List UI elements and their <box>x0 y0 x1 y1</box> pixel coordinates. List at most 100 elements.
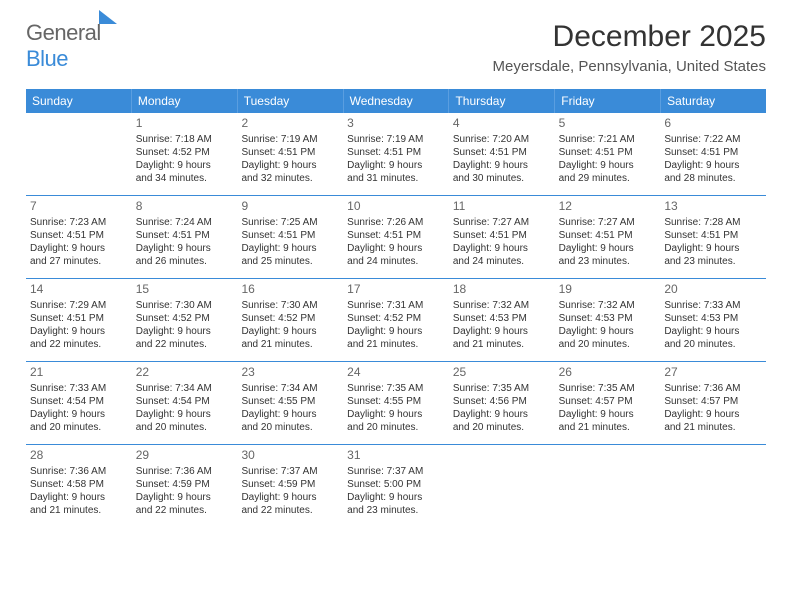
sunrise-line: Sunrise: 7:34 AM <box>241 382 339 395</box>
sunset-line: Sunset: 4:54 PM <box>136 395 234 408</box>
daylight-line2: and 20 minutes. <box>347 421 445 434</box>
location-subtitle: Meyersdale, Pennsylvania, United States <box>493 58 766 75</box>
day-number: 3 <box>347 116 445 132</box>
daylight-line1: Daylight: 9 hours <box>30 325 128 338</box>
daylight-line2: and 24 minutes. <box>347 255 445 268</box>
sunrise-line: Sunrise: 7:25 AM <box>241 216 339 229</box>
dow-thursday: Thursday <box>449 89 555 113</box>
daylight-line2: and 29 minutes. <box>559 172 657 185</box>
day-number: 29 <box>136 448 234 464</box>
daylight-line2: and 21 minutes. <box>664 421 762 434</box>
day-cell: 22Sunrise: 7:34 AMSunset: 4:54 PMDayligh… <box>132 362 238 444</box>
day-number: 14 <box>30 282 128 298</box>
sunrise-line: Sunrise: 7:35 AM <box>559 382 657 395</box>
day-cell: 10Sunrise: 7:26 AMSunset: 4:51 PMDayligh… <box>343 196 449 278</box>
sunrise-line: Sunrise: 7:35 AM <box>347 382 445 395</box>
day-number: 1 <box>136 116 234 132</box>
daylight-line1: Daylight: 9 hours <box>453 242 551 255</box>
sunrise-line: Sunrise: 7:35 AM <box>453 382 551 395</box>
sunrise-line: Sunrise: 7:31 AM <box>347 299 445 312</box>
daylight-line2: and 21 minutes. <box>30 504 128 517</box>
daylight-line2: and 22 minutes. <box>241 504 339 517</box>
day-cell: 1Sunrise: 7:18 AMSunset: 4:52 PMDaylight… <box>132 113 238 195</box>
brand-text: GeneralBlue <box>26 20 117 72</box>
day-number: 7 <box>30 199 128 215</box>
daylight-line1: Daylight: 9 hours <box>664 159 762 172</box>
sunset-line: Sunset: 5:00 PM <box>347 478 445 491</box>
daylight-line2: and 20 minutes. <box>30 421 128 434</box>
day-cell: 25Sunrise: 7:35 AMSunset: 4:56 PMDayligh… <box>449 362 555 444</box>
day-cell: 3Sunrise: 7:19 AMSunset: 4:51 PMDaylight… <box>343 113 449 195</box>
sunset-line: Sunset: 4:57 PM <box>664 395 762 408</box>
sunset-line: Sunset: 4:51 PM <box>241 146 339 159</box>
sunset-line: Sunset: 4:51 PM <box>453 229 551 242</box>
day-number: 24 <box>347 365 445 381</box>
daylight-line2: and 30 minutes. <box>453 172 551 185</box>
sunset-line: Sunset: 4:58 PM <box>30 478 128 491</box>
day-number: 28 <box>30 448 128 464</box>
daylight-line2: and 20 minutes. <box>136 421 234 434</box>
day-cell: 17Sunrise: 7:31 AMSunset: 4:52 PMDayligh… <box>343 279 449 361</box>
empty-cell <box>660 445 766 527</box>
day-cell: 28Sunrise: 7:36 AMSunset: 4:58 PMDayligh… <box>26 445 132 527</box>
daylight-line1: Daylight: 9 hours <box>136 325 234 338</box>
day-number: 26 <box>559 365 657 381</box>
sunset-line: Sunset: 4:53 PM <box>664 312 762 325</box>
day-cell: 11Sunrise: 7:27 AMSunset: 4:51 PMDayligh… <box>449 196 555 278</box>
week-row: 1Sunrise: 7:18 AMSunset: 4:52 PMDaylight… <box>26 113 766 195</box>
daylight-line1: Daylight: 9 hours <box>241 242 339 255</box>
week-row: 14Sunrise: 7:29 AMSunset: 4:51 PMDayligh… <box>26 278 766 361</box>
sunset-line: Sunset: 4:51 PM <box>347 229 445 242</box>
month-title: December 2025 <box>493 20 766 54</box>
sunrise-line: Sunrise: 7:22 AM <box>664 133 762 146</box>
sunrise-line: Sunrise: 7:29 AM <box>30 299 128 312</box>
daylight-line1: Daylight: 9 hours <box>241 408 339 421</box>
daylight-line1: Daylight: 9 hours <box>241 491 339 504</box>
sunset-line: Sunset: 4:59 PM <box>241 478 339 491</box>
daylight-line1: Daylight: 9 hours <box>559 159 657 172</box>
week-row: 7Sunrise: 7:23 AMSunset: 4:51 PMDaylight… <box>26 195 766 278</box>
sunrise-line: Sunrise: 7:32 AM <box>559 299 657 312</box>
day-cell: 12Sunrise: 7:27 AMSunset: 4:51 PMDayligh… <box>555 196 661 278</box>
daylight-line1: Daylight: 9 hours <box>347 159 445 172</box>
sunset-line: Sunset: 4:51 PM <box>30 229 128 242</box>
day-cell: 2Sunrise: 7:19 AMSunset: 4:51 PMDaylight… <box>237 113 343 195</box>
day-cell: 7Sunrise: 7:23 AMSunset: 4:51 PMDaylight… <box>26 196 132 278</box>
daylight-line1: Daylight: 9 hours <box>136 491 234 504</box>
sunset-line: Sunset: 4:56 PM <box>453 395 551 408</box>
sunset-line: Sunset: 4:59 PM <box>136 478 234 491</box>
day-number: 31 <box>347 448 445 464</box>
day-cell: 13Sunrise: 7:28 AMSunset: 4:51 PMDayligh… <box>660 196 766 278</box>
sunset-line: Sunset: 4:51 PM <box>559 146 657 159</box>
daylight-line2: and 21 minutes. <box>241 338 339 351</box>
daylight-line1: Daylight: 9 hours <box>453 408 551 421</box>
day-cell: 14Sunrise: 7:29 AMSunset: 4:51 PMDayligh… <box>26 279 132 361</box>
day-number: 21 <box>30 365 128 381</box>
sunrise-line: Sunrise: 7:19 AM <box>241 133 339 146</box>
day-number: 15 <box>136 282 234 298</box>
sunset-line: Sunset: 4:51 PM <box>559 229 657 242</box>
sunrise-line: Sunrise: 7:36 AM <box>30 465 128 478</box>
day-cell: 30Sunrise: 7:37 AMSunset: 4:59 PMDayligh… <box>237 445 343 527</box>
daylight-line2: and 23 minutes. <box>347 504 445 517</box>
sunrise-line: Sunrise: 7:34 AM <box>136 382 234 395</box>
day-cell: 16Sunrise: 7:30 AMSunset: 4:52 PMDayligh… <box>237 279 343 361</box>
daylight-line1: Daylight: 9 hours <box>559 408 657 421</box>
daylight-line2: and 21 minutes. <box>453 338 551 351</box>
daylight-line1: Daylight: 9 hours <box>30 242 128 255</box>
daylight-line1: Daylight: 9 hours <box>664 408 762 421</box>
day-number: 20 <box>664 282 762 298</box>
day-cell: 15Sunrise: 7:30 AMSunset: 4:52 PMDayligh… <box>132 279 238 361</box>
sunrise-line: Sunrise: 7:32 AM <box>453 299 551 312</box>
daylight-line1: Daylight: 9 hours <box>559 242 657 255</box>
dow-saturday: Saturday <box>661 89 766 113</box>
dow-friday: Friday <box>555 89 661 113</box>
dow-wednesday: Wednesday <box>344 89 450 113</box>
empty-cell <box>449 445 555 527</box>
sunset-line: Sunset: 4:53 PM <box>559 312 657 325</box>
daylight-line2: and 27 minutes. <box>30 255 128 268</box>
sunset-line: Sunset: 4:55 PM <box>347 395 445 408</box>
day-number: 23 <box>241 365 339 381</box>
daylight-line1: Daylight: 9 hours <box>241 159 339 172</box>
daylight-line1: Daylight: 9 hours <box>664 242 762 255</box>
